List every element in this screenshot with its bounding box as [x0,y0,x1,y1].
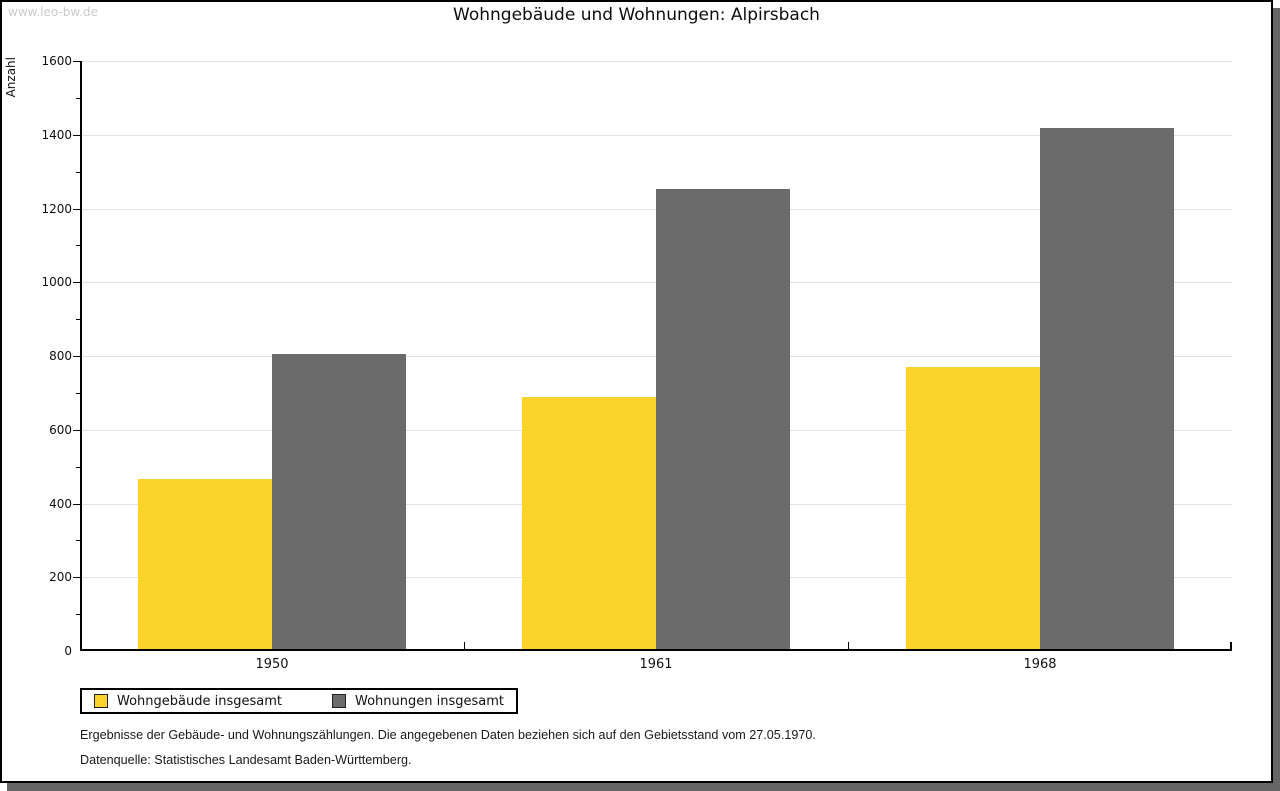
legend-item-wohnungen: Wohnungen insgesamt [332,694,504,709]
legend: Wohngebäude insgesamt Wohnungen insgesamt [80,688,518,714]
x-tick-boundary [464,642,465,649]
footnote-line2: Datenquelle: Statistisches Landesamt Bad… [80,752,412,767]
gridline-1600 [80,61,1232,62]
y-tick-label: 0 [64,644,72,658]
y-tick-label: 1000 [41,275,72,290]
gridline-1400 [80,134,1232,136]
y-tick-minor-700 [76,392,80,394]
x-tick-label-1950: 1950 [255,657,289,672]
legend-swatch-gray [332,694,346,708]
y-tick-label: 1600 [41,54,72,68]
y-tick-major-1200 [73,208,80,210]
legend-label: Wohnungen insgesamt [355,693,504,709]
legend-swatch-yellow [94,694,108,708]
x-axis-line [80,649,1232,651]
y-tick-label: 800 [49,349,72,363]
bar-wohngebaeude-1968 [906,366,1040,649]
x-tick-label-1961: 1961 [639,657,673,672]
y-tick-major-600 [73,429,80,431]
y-tick-major-1400 [73,134,80,136]
x-tick-boundary [848,642,849,649]
y-tick-label: 1400 [41,127,72,142]
y-tick-minor-1100 [76,245,80,247]
y-tick-label: 600 [49,422,72,437]
y-tick-major-1600 [73,61,80,62]
y-tick-minor-1300 [76,171,80,173]
plot-area: 200 400 600 800 1000 1200 1400 1600 0 1950 1961 196… [41,54,1232,672]
chart-title: Wohngebäude und Wohnungen: Alpirsbach [453,5,820,25]
y-tick-label: 200 [49,570,72,585]
y-axis-label: Anzahl [4,57,18,98]
y-tick-minor-1500 [76,97,80,99]
bar-wohnungen-1950 [272,354,406,649]
footnote-line1: Ergebnisse der Gebäude- und Wohnungszähl… [80,727,816,742]
x-tick-label-1968: 1968 [1023,657,1057,672]
bar-wohngebaeude-1961 [522,397,656,649]
legend-label: Wohngebäude insgesamt [117,693,282,709]
y-tick-minor-100 [76,614,80,616]
y-axis-line [80,61,82,651]
bar-wohnungen-1961 [656,189,790,649]
y-tick-label: 1200 [41,201,72,216]
y-tick-major-800 [73,356,80,357]
watermark: www.leo-bw.de [8,5,98,19]
x-axis-end-tick [1230,642,1232,649]
y-tick-minor-500 [76,466,80,468]
y-tick-minor-300 [76,540,80,542]
y-tick-major-1000 [73,282,80,284]
bar-wohngebaeude-1950 [138,479,272,649]
y-tick-minor-900 [76,319,80,321]
y-tick-label: 400 [49,496,72,511]
y-tick-major-200 [73,577,80,579]
legend-item-wohngebaeude: Wohngebäude insgesamt [94,694,282,709]
y-tick-major-400 [73,503,80,505]
bar-wohnungen-1968 [1040,127,1174,649]
